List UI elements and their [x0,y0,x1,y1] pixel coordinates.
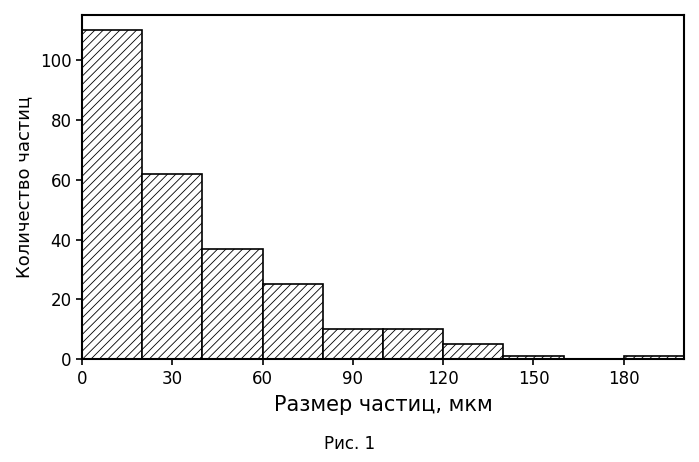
Bar [503,356,563,359]
X-axis label: Размер частиц, мкм: Размер частиц, мкм [273,395,492,415]
Bar [203,249,263,359]
Text: Рис. 1: Рис. 1 [324,435,375,453]
Bar [624,356,684,359]
Bar [443,344,503,359]
Bar [323,329,383,359]
Bar [82,30,142,359]
Bar [142,174,203,359]
Y-axis label: Количество частиц: Количество частиц [15,96,33,278]
Bar [263,285,323,359]
Bar [383,329,443,359]
